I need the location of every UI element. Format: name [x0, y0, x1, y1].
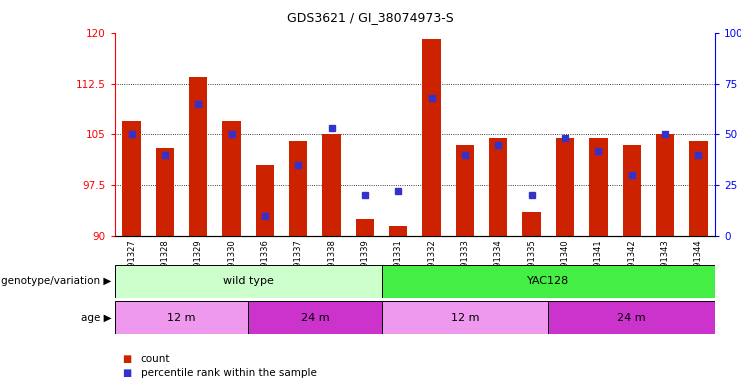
Text: genotype/variation ▶: genotype/variation ▶: [1, 276, 111, 286]
Bar: [222, 121, 241, 236]
Bar: [656, 134, 674, 236]
Bar: [115, 265, 382, 298]
Text: 12 m: 12 m: [167, 313, 196, 323]
Bar: [456, 145, 474, 236]
Text: GDS3621 / GI_38074973-S: GDS3621 / GI_38074973-S: [287, 12, 454, 25]
Text: 24 m: 24 m: [617, 313, 646, 323]
Bar: [115, 301, 248, 334]
Text: 24 m: 24 m: [301, 313, 329, 323]
Bar: [522, 212, 541, 236]
Text: percentile rank within the sample: percentile rank within the sample: [141, 368, 316, 378]
Text: ■: ■: [122, 368, 131, 378]
Bar: [189, 77, 207, 236]
Bar: [622, 145, 641, 236]
Text: ■: ■: [122, 354, 131, 364]
Bar: [322, 134, 341, 236]
Bar: [548, 301, 715, 334]
Bar: [122, 121, 141, 236]
Bar: [382, 301, 548, 334]
Bar: [156, 148, 174, 236]
Bar: [256, 165, 274, 236]
Text: YAC128: YAC128: [527, 276, 570, 286]
Bar: [589, 138, 608, 236]
Bar: [248, 301, 382, 334]
Bar: [689, 141, 708, 236]
Text: age ▶: age ▶: [81, 313, 111, 323]
Bar: [382, 265, 715, 298]
Bar: [489, 138, 508, 236]
Text: wild type: wild type: [223, 276, 273, 286]
Text: 12 m: 12 m: [451, 313, 479, 323]
Bar: [289, 141, 308, 236]
Bar: [422, 40, 441, 236]
Text: count: count: [141, 354, 170, 364]
Bar: [356, 219, 374, 236]
Bar: [389, 226, 408, 236]
Bar: [556, 138, 574, 236]
